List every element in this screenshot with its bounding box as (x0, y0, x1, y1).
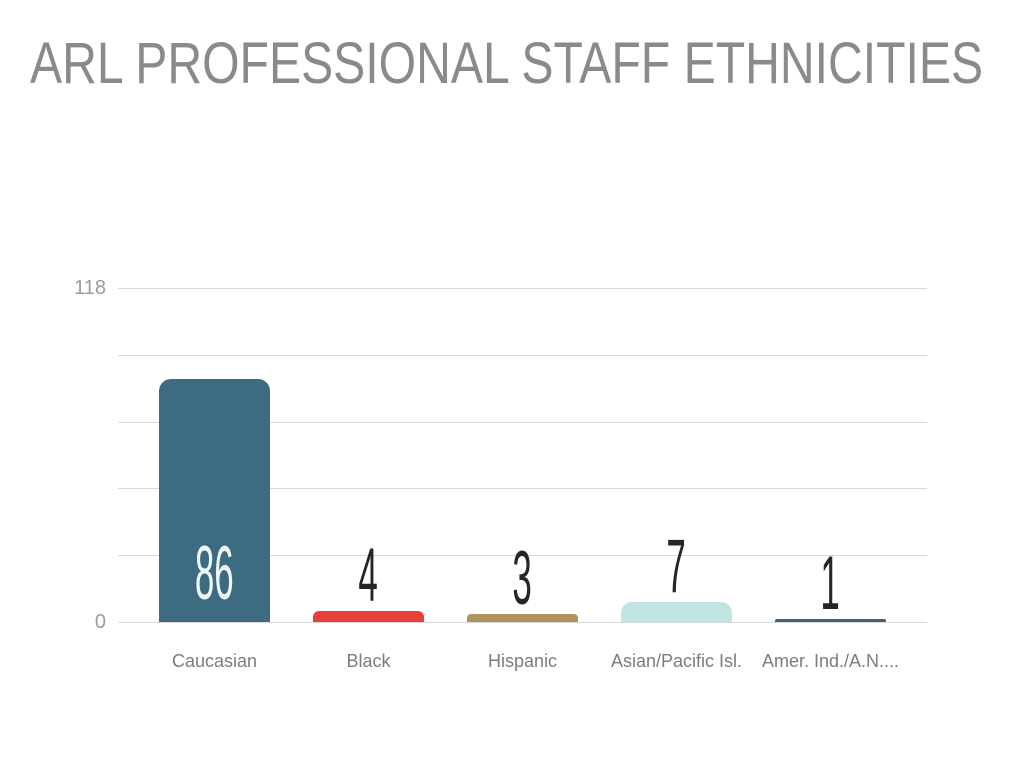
chart-title-text: ARL PROFESSIONAL STAFF ETHNICITIES (30, 31, 984, 96)
gridline (118, 288, 927, 289)
bar-value-text: 3 (512, 536, 533, 621)
bar-value-label-amer-ind-a-n: 1 (775, 546, 886, 622)
bar-amer-ind-a-n (775, 619, 886, 622)
y-axis-min-label: 0 (94, 611, 106, 633)
bar-value-text: 1 (820, 541, 841, 626)
bar-group-amer-ind-a-n: 1 Amer. Ind./A.N.... (762, 288, 899, 672)
bar-group-hispanic: 3 Hispanic (467, 288, 578, 671)
bar-value-label-asian-pacific-isl: 7 (621, 529, 732, 605)
bar-value-text: 4 (358, 533, 379, 618)
bar-group-black: 4 Black (313, 288, 424, 671)
bar-value-text: 86 (195, 531, 234, 616)
bar-group-caucasian: 86 Caucasian (159, 288, 270, 671)
chart-title: ARL PROFESSIONAL STAFF ETHNICITIES (30, 35, 1024, 93)
bar-value-text: 7 (666, 524, 687, 609)
gridline (118, 421, 927, 423)
category-label-amer-ind-a-n: Amer. Ind./A.N.... (761, 651, 900, 671)
gridline (118, 354, 927, 356)
bar-hispanic (467, 614, 578, 622)
gridline (118, 488, 927, 490)
bar-value-label-black: 4 (313, 538, 424, 614)
bar-caucasian (159, 379, 270, 622)
category-label-black: Black (346, 651, 391, 671)
bar-black (313, 611, 424, 622)
category-label-hispanic: Hispanic (487, 651, 558, 671)
category-label-caucasian: Caucasian (171, 651, 258, 671)
gridline (118, 622, 927, 623)
y-axis-max-label: 118 (74, 277, 106, 299)
category-label-asian-pacific-isl: Asian/Pacific Isl. (610, 651, 743, 671)
bar-asian-pacific-isl (621, 602, 732, 622)
bar-value-label-caucasian: 86 (159, 536, 270, 612)
gridline (118, 555, 927, 557)
bar-group-asian-pacific-isl: 7 Asian/Pacific Isl. (611, 288, 742, 672)
plot-area: 118 0 86 Caucasian 4 Black 3 Hispanic 7 Asian/P… (74, 278, 927, 672)
bar-value-label-hispanic: 3 (467, 541, 578, 617)
